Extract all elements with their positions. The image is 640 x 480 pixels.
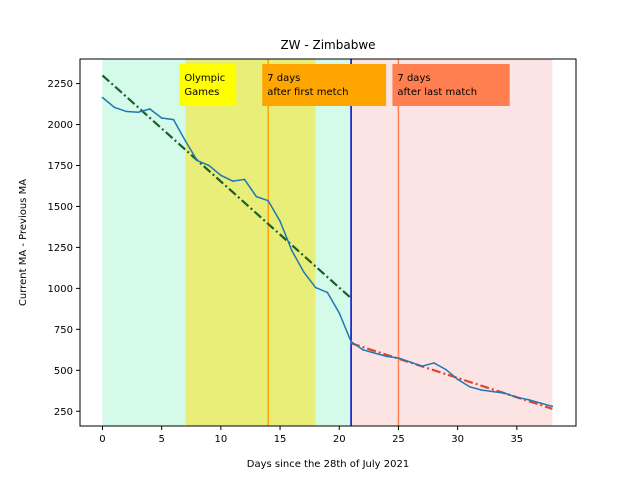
data-point [243, 178, 246, 181]
data-point [350, 340, 352, 343]
data-point [279, 220, 281, 223]
annotation-text: Olympic [184, 73, 225, 84]
data-point [172, 118, 175, 121]
data-point [480, 389, 483, 391]
data-point [456, 378, 459, 381]
annotation-0: Olympic Games [179, 64, 237, 106]
y-tick-label: 1250 [48, 243, 73, 254]
data-point [527, 398, 530, 401]
data-point [516, 396, 518, 399]
data-point [267, 199, 270, 202]
y-tick-label: 1000 [48, 284, 73, 295]
x-tick-label: 30 [451, 434, 464, 445]
region-0 [102, 59, 186, 426]
x-tick-label: 10 [215, 434, 228, 445]
data-point [160, 117, 163, 119]
data-point [551, 405, 554, 408]
annotation-text: after last match [397, 87, 477, 98]
annotation-text: 7 days [267, 73, 300, 84]
annotation-text: Games [184, 87, 219, 98]
trend-line-0 [101, 74, 352, 300]
data-point [184, 140, 187, 142]
y-tick-label: 250 [54, 407, 73, 418]
data-series [101, 96, 554, 408]
data-point [101, 96, 104, 99]
data-point [444, 368, 447, 371]
annotation-text: 7 days [397, 73, 430, 84]
annotation-box [262, 64, 387, 106]
region-2 [315, 59, 352, 426]
data-point [433, 362, 435, 364]
shaded-regions [102, 59, 553, 426]
data-point [220, 174, 222, 177]
data-point [492, 390, 494, 393]
data-point [291, 249, 293, 252]
data-point [362, 349, 364, 351]
x-tick-label: 25 [392, 434, 405, 445]
data-point [196, 159, 198, 162]
annotation-text: after first metch [267, 87, 348, 98]
data-point [314, 286, 317, 289]
x-axis-ticks: 0 5 10 15 20 25 30 35 [99, 426, 523, 445]
data-point [539, 402, 542, 404]
y-tick-label: 2000 [48, 120, 73, 131]
data-point [113, 106, 116, 109]
data-point [338, 312, 341, 314]
y-tick-label: 750 [54, 325, 73, 336]
data-point [137, 111, 139, 114]
event-lines [267, 59, 400, 426]
data-point [149, 108, 151, 110]
data-point [385, 355, 388, 358]
y-axis-label: Current MA - Previous MA [18, 179, 29, 306]
y-tick-label: 500 [54, 366, 73, 377]
annotation-box [392, 64, 510, 106]
data-point [125, 110, 127, 113]
plot-frame [79, 58, 577, 427]
y-axis-ticks: 250 500 750 1000 1250 1500 1750 2000 2250 [48, 79, 80, 418]
region-3 [351, 59, 553, 426]
x-tick-label: 15 [274, 434, 287, 445]
annotation-box [179, 64, 237, 106]
y-tick-label: 2250 [48, 79, 73, 90]
y-tick-label: 1500 [48, 202, 73, 213]
data-point [504, 392, 506, 395]
data-point [409, 361, 412, 363]
x-tick-label: 5 [158, 434, 164, 445]
annotation-1: 7 days after first metch [262, 64, 387, 106]
data-point [397, 357, 400, 359]
y-tick-label: 1750 [48, 161, 73, 172]
data-point [302, 271, 305, 273]
x-tick-label: 0 [99, 434, 105, 445]
region-1 [185, 59, 316, 426]
data-point [468, 385, 471, 388]
data-point [373, 352, 376, 354]
x-tick-label: 20 [333, 434, 346, 445]
data-point [421, 365, 423, 367]
annotation-2: 7 days after last match [392, 64, 510, 106]
data-point [255, 195, 258, 198]
data-point [326, 291, 329, 294]
data-point [231, 180, 234, 182]
x-tick-label: 35 [510, 434, 523, 445]
x-axis-label: Days since the 28th of July 2021 [247, 459, 409, 470]
chart-title: ZW - Zimbabwe [280, 38, 375, 52]
data-point [208, 164, 210, 167]
